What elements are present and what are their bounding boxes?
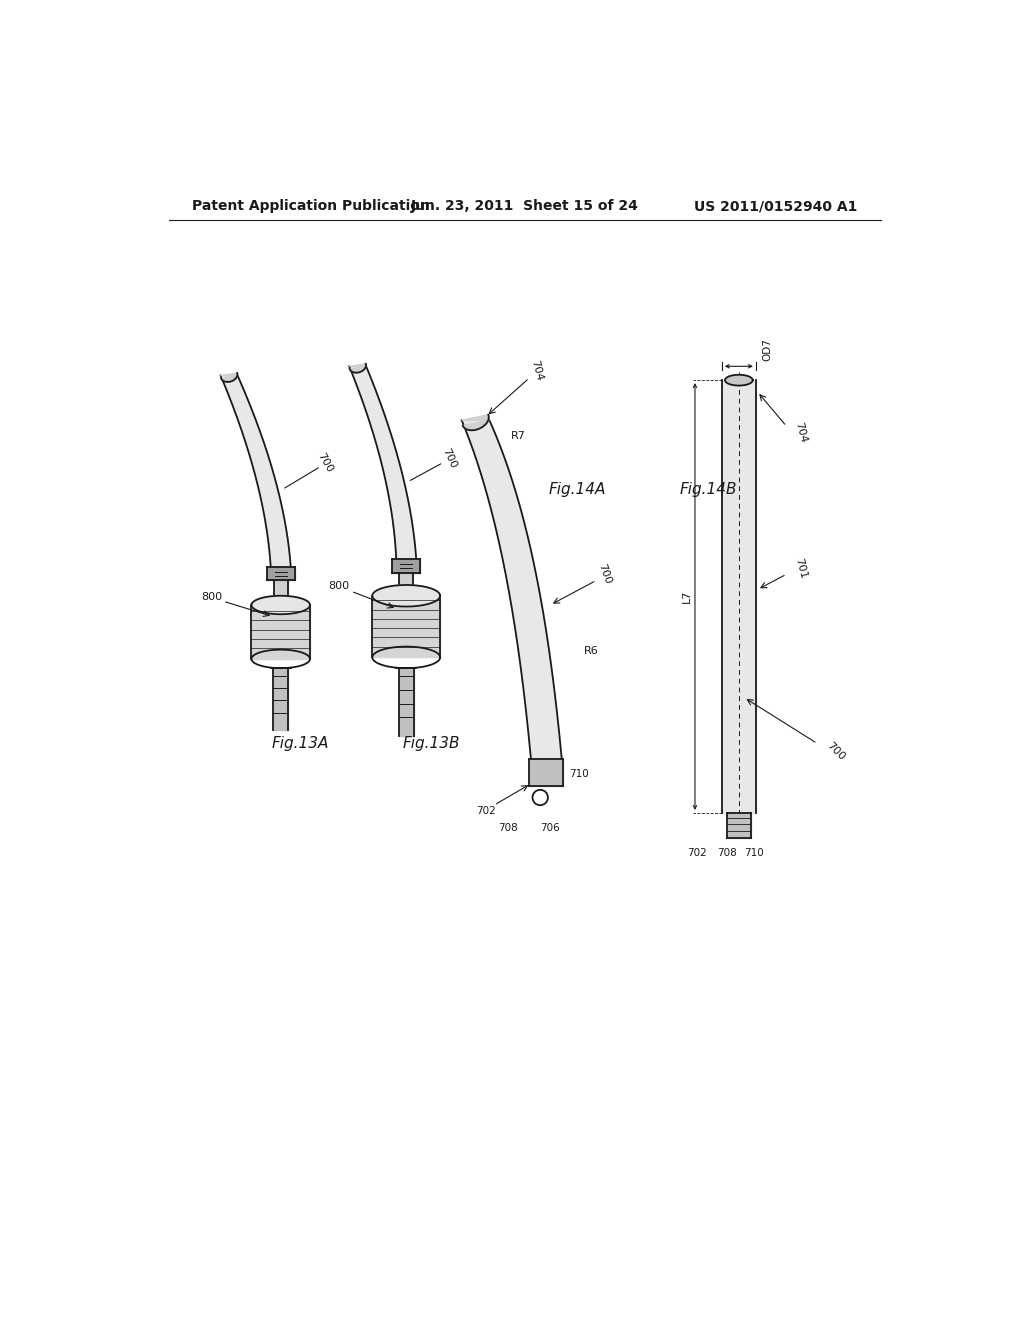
Polygon shape (252, 605, 310, 659)
Text: 701: 701 (793, 557, 808, 581)
Text: R7: R7 (510, 430, 525, 441)
Text: Patent Application Publication: Patent Application Publication (193, 199, 430, 213)
Polygon shape (252, 595, 310, 614)
Polygon shape (349, 364, 367, 372)
Polygon shape (220, 376, 291, 566)
Polygon shape (273, 581, 288, 605)
Text: 800: 800 (328, 581, 349, 591)
Text: 702: 702 (476, 807, 497, 816)
Polygon shape (722, 380, 756, 813)
Text: 708: 708 (718, 847, 737, 858)
Text: 706: 706 (541, 824, 560, 833)
Text: 708: 708 (498, 824, 518, 833)
Text: Fig.13A: Fig.13A (271, 737, 329, 751)
Text: 700: 700 (440, 447, 459, 470)
Text: 710: 710 (744, 847, 764, 858)
Text: 704: 704 (529, 359, 545, 381)
Text: 700: 700 (315, 451, 335, 474)
Text: 800: 800 (201, 593, 222, 602)
Text: Fig.13B: Fig.13B (402, 737, 460, 751)
Text: OD7: OD7 (762, 338, 772, 360)
Text: 702: 702 (687, 847, 707, 858)
Text: Jun. 23, 2011  Sheet 15 of 24: Jun. 23, 2011 Sheet 15 of 24 (411, 199, 639, 213)
Polygon shape (398, 668, 414, 737)
Polygon shape (727, 813, 752, 837)
Polygon shape (462, 414, 489, 430)
Polygon shape (349, 367, 416, 558)
Text: 704: 704 (793, 421, 808, 444)
Polygon shape (725, 375, 753, 385)
Text: L7: L7 (682, 590, 692, 603)
Polygon shape (373, 595, 440, 657)
Text: Fig.14A: Fig.14A (549, 482, 606, 498)
Text: R6: R6 (584, 647, 598, 656)
Text: Fig.14B: Fig.14B (679, 482, 737, 498)
Polygon shape (267, 566, 295, 581)
Polygon shape (529, 759, 563, 785)
Polygon shape (273, 668, 289, 730)
Text: 700: 700 (596, 562, 612, 586)
Polygon shape (373, 585, 440, 606)
Text: 710: 710 (569, 770, 589, 779)
Text: US 2011/0152940 A1: US 2011/0152940 A1 (694, 199, 857, 213)
Text: 700: 700 (825, 741, 847, 763)
Polygon shape (462, 420, 562, 759)
Polygon shape (220, 374, 238, 381)
Polygon shape (399, 573, 413, 595)
Polygon shape (392, 558, 420, 573)
